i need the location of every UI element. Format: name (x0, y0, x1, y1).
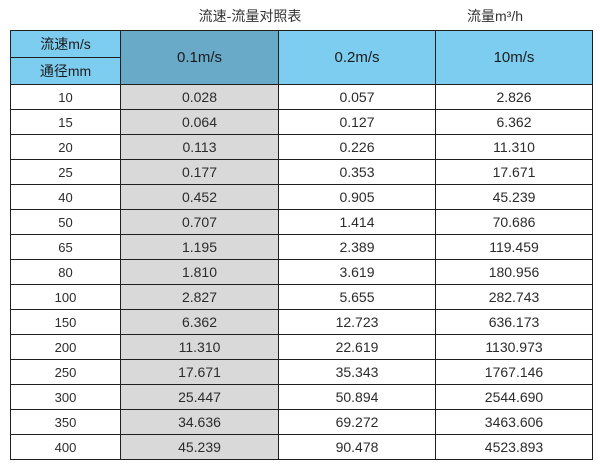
flow-value-cell: 3.619 (278, 259, 436, 285)
flow-value-cell: 17.671 (435, 159, 593, 185)
flow-value-cell: 0.064 (120, 109, 279, 135)
flow-value-cell: 119.459 (435, 234, 593, 260)
flow-value-cell: 0.353 (278, 159, 436, 185)
flow-value-cell: 0.028 (120, 84, 279, 110)
diameter-cell: 300 (10, 384, 121, 410)
table-row: 15 0.064 0.127 6.362 (10, 109, 593, 135)
flow-value-cell: 12.723 (278, 309, 436, 335)
diameter-cell: 200 (10, 334, 121, 360)
flow-value-cell: 282.743 (435, 284, 593, 310)
flow-value-cell: 1767.146 (435, 359, 593, 385)
diameter-cell: 350 (10, 409, 121, 435)
flow-value-cell: 6.362 (435, 109, 593, 135)
column-header-10ms: 10m/s (435, 30, 593, 85)
flow-value-cell: 1.810 (120, 259, 279, 285)
table-row: 350 34.636 69.272 3463.606 (10, 409, 593, 435)
flow-value-cell: 180.956 (435, 259, 593, 285)
page-title: 流速-流量对照表 (198, 8, 302, 24)
flow-value-cell: 6.362 (120, 309, 279, 335)
table-row: 40 0.452 0.905 45.239 (10, 184, 593, 210)
flow-value-cell: 1130.973 (435, 334, 593, 360)
flow-rate-table: 流速m/s 0.1m/s 0.2m/s 10m/s 通径mm 10 0.028 0.… (10, 30, 593, 460)
title-bar: 流速-流量对照表 流量m³/h (0, 0, 600, 30)
diameter-cell: 25 (10, 159, 121, 185)
table-body: 10 0.028 0.057 2.826 15 0.064 0.127 6.362 20 0.11… (10, 84, 593, 460)
flow-value-cell: 17.671 (120, 359, 279, 385)
table-row: 300 25.447 50.894 2544.690 (10, 384, 593, 410)
table-row: 400 45.239 90.478 4523.893 (10, 434, 593, 460)
table-row: 65 1.195 2.389 119.459 (10, 234, 593, 260)
unit-label: 流量m³/h (467, 8, 523, 24)
flow-value-cell: 1.195 (120, 234, 279, 260)
flow-value-cell: 0.057 (278, 84, 436, 110)
diameter-cell: 150 (10, 309, 121, 335)
flow-value-cell: 0.707 (120, 209, 279, 235)
diameter-cell: 65 (10, 234, 121, 260)
flow-value-cell: 25.447 (120, 384, 279, 410)
column-header-0-2ms: 0.2m/s (278, 30, 436, 85)
diameter-cell: 400 (10, 434, 121, 460)
flow-value-cell: 45.239 (120, 434, 279, 460)
table-row: 250 17.671 35.343 1767.146 (10, 359, 593, 385)
flow-value-cell: 50.894 (278, 384, 436, 410)
column-header-0-1ms: 0.1m/s (120, 30, 279, 85)
flow-value-cell: 11.310 (120, 334, 279, 360)
table-row: 200 11.310 22.619 1130.973 (10, 334, 593, 360)
flow-value-cell: 636.173 (435, 309, 593, 335)
flow-value-cell: 1.414 (278, 209, 436, 235)
table-row: 50 0.707 1.414 70.686 (10, 209, 593, 235)
flow-value-cell: 2.389 (278, 234, 436, 260)
table-row: 150 6.362 12.723 636.173 (10, 309, 593, 335)
flow-value-cell: 4523.893 (435, 434, 593, 460)
corner-header-velocity: 流速m/s (10, 30, 121, 58)
table-row: 10 0.028 0.057 2.826 (10, 84, 593, 110)
diameter-cell: 40 (10, 184, 121, 210)
flow-value-cell: 0.226 (278, 134, 436, 160)
diameter-cell: 100 (10, 284, 121, 310)
diameter-cell: 10 (10, 84, 121, 110)
flow-value-cell: 3463.606 (435, 409, 593, 435)
flow-value-cell: 69.272 (278, 409, 436, 435)
diameter-cell: 250 (10, 359, 121, 385)
flow-value-cell: 5.655 (278, 284, 436, 310)
flow-value-cell: 11.310 (435, 134, 593, 160)
flow-value-cell: 35.343 (278, 359, 436, 385)
flow-value-cell: 45.239 (435, 184, 593, 210)
flow-value-cell: 2.827 (120, 284, 279, 310)
table-header: 流速m/s 0.1m/s 0.2m/s 10m/s 通径mm (10, 30, 593, 85)
flow-value-cell: 2544.690 (435, 384, 593, 410)
diameter-cell: 80 (10, 259, 121, 285)
flow-value-cell: 70.686 (435, 209, 593, 235)
corner-header-diameter: 通径mm (10, 57, 121, 85)
flow-value-cell: 22.619 (278, 334, 436, 360)
table-row: 20 0.113 0.226 11.310 (10, 134, 593, 160)
flow-value-cell: 90.478 (278, 434, 436, 460)
flow-value-cell: 34.636 (120, 409, 279, 435)
diameter-cell: 15 (10, 109, 121, 135)
flow-value-cell: 0.177 (120, 159, 279, 185)
diameter-cell: 50 (10, 209, 121, 235)
flow-value-cell: 0.113 (120, 134, 279, 160)
table-row: 100 2.827 5.655 282.743 (10, 284, 593, 310)
flow-value-cell: 0.452 (120, 184, 279, 210)
flow-value-cell: 2.826 (435, 84, 593, 110)
table-row: 25 0.177 0.353 17.671 (10, 159, 593, 185)
diameter-cell: 20 (10, 134, 121, 160)
table-row: 80 1.810 3.619 180.956 (10, 259, 593, 285)
flow-value-cell: 0.127 (278, 109, 436, 135)
flow-value-cell: 0.905 (278, 184, 436, 210)
